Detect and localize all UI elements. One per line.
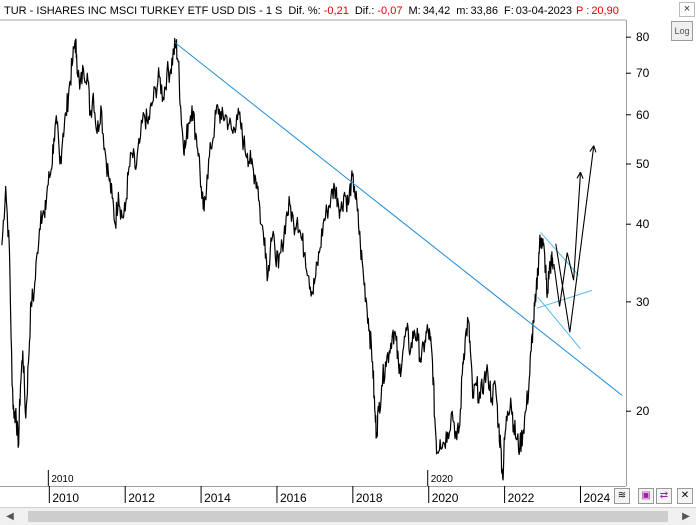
header-symbol: TUR [4,5,27,17]
header-date-label: F: [504,5,514,17]
scroll-thumb[interactable] [28,511,668,522]
price-chart: TUR - ISHARES INC MSCI TURKEY ETF USD DI… [0,5,650,505]
x-tick-label: 2016 [280,491,307,505]
projection-arrow-head [589,145,597,153]
scroll-left-arrow[interactable]: ◀ [6,511,14,522]
window-close-button[interactable]: × [679,2,695,17]
header-dif-label: Dif.: [355,5,375,17]
year-label: 2020 [431,474,454,485]
scroll-right-arrow[interactable]: ▶ [682,511,690,522]
year-label: 2010 [51,474,74,485]
y-tick-label: 70 [636,66,650,80]
header-min-label: m: [456,5,468,17]
y-tick-label: 40 [636,217,650,231]
y-tick-label: 50 [636,157,650,171]
projection-arrow [555,145,595,333]
header-max-value: 34,42 [423,5,451,17]
x-tick-label: 2022 [508,491,535,505]
header-period: 1 S [266,5,283,17]
header-info: TUR - ISHARES INC MSCI TURKEY ETF USD DI… [4,5,619,17]
header-dif-pct-value: -0,21 [324,5,349,17]
header-max-label: M: [408,5,420,17]
save-icon[interactable]: ▣ [638,488,654,504]
header-date-value: 03-04-2023 [516,5,572,17]
log-scale-button[interactable]: Log [671,21,693,41]
price-line [1,37,554,481]
x-tick-label: 2024 [583,491,610,505]
y-tick-label: 60 [636,108,650,122]
x-tick-label: 2018 [356,491,383,505]
header-p-label: P : [576,5,589,17]
x-tick-label: 2014 [204,491,231,505]
header-p-value: 20,90 [591,5,619,17]
trendline-main-downtrend [174,41,623,396]
header-dif-value: -0,07 [377,5,402,17]
lines-icon[interactable]: ≋ [614,488,630,504]
y-tick-label: 20 [636,404,650,418]
close-icon[interactable]: ✕ [677,488,693,504]
projection-arrow [553,172,582,307]
projection-arrow-head [576,171,584,179]
trendline-channel-upper [540,232,579,276]
x-tick-label: 2010 [52,491,79,505]
x-tick-label: 2012 [128,491,155,505]
x-tick-label: 2020 [432,491,459,505]
header-min-value: 33,86 [470,5,498,17]
horizontal-scrollbar[interactable]: ◀ ▶ [0,507,696,525]
header-name: ISHARES INC MSCI TURKEY ETF USD DIS [36,5,256,17]
chart-marks: 20 30 40 50 60 70 80 2010 2012 2014 2016 2018 2020 20… [1,30,650,505]
header-dif-pct-label: Dif. %: [288,5,320,17]
y-tick-label: 30 [636,295,650,309]
flip-icon[interactable]: ⇄ [656,488,672,504]
y-tick-label: 80 [636,30,650,44]
